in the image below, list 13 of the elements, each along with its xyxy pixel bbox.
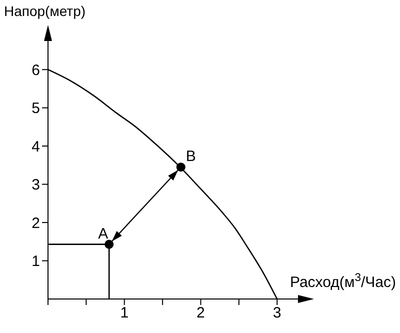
y-axis-title: Напор(метр) [4,3,86,19]
x-axis-title: Расход(м$^{3}$/Час) [290,272,396,291]
y-tick-label: 1 [32,253,40,270]
y-tick-label: 6 [32,62,40,79]
x-tick-label: 1 [120,304,129,322]
x-tick-label: 3 [272,304,282,322]
x-tick-label: 2 [196,304,205,322]
y-tick-label: 3 [32,176,40,194]
y-tick-label: 4 [32,138,40,156]
annotation: B [186,148,196,166]
annotation: A [98,225,108,242]
y-tick-label: 5 [32,100,40,118]
y-tick-label: 2 [32,214,40,232]
